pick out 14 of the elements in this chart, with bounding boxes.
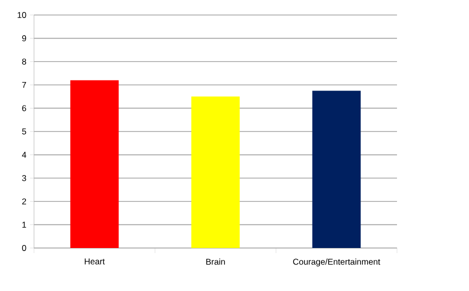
x-tick-label: Brain	[206, 258, 225, 265]
y-tick-label: 5	[22, 128, 26, 134]
y-tick-label: 4	[22, 152, 26, 158]
y-tick-label: 8	[22, 58, 26, 65]
y-tick-label: 6	[22, 105, 26, 112]
y-tick-label: 10	[18, 12, 26, 18]
x-tick-label: Heart	[84, 258, 105, 264]
y-tick-label: 7	[22, 82, 26, 88]
x-tick-label: Courage/Entertainment	[293, 258, 380, 266]
y-tick-label: 0	[22, 245, 26, 251]
y-tick-label: 9	[22, 35, 26, 42]
y-tick-label: 3	[22, 175, 26, 182]
y-tick-label: 1	[22, 222, 26, 228]
y-tick-label: 2	[22, 198, 26, 204]
